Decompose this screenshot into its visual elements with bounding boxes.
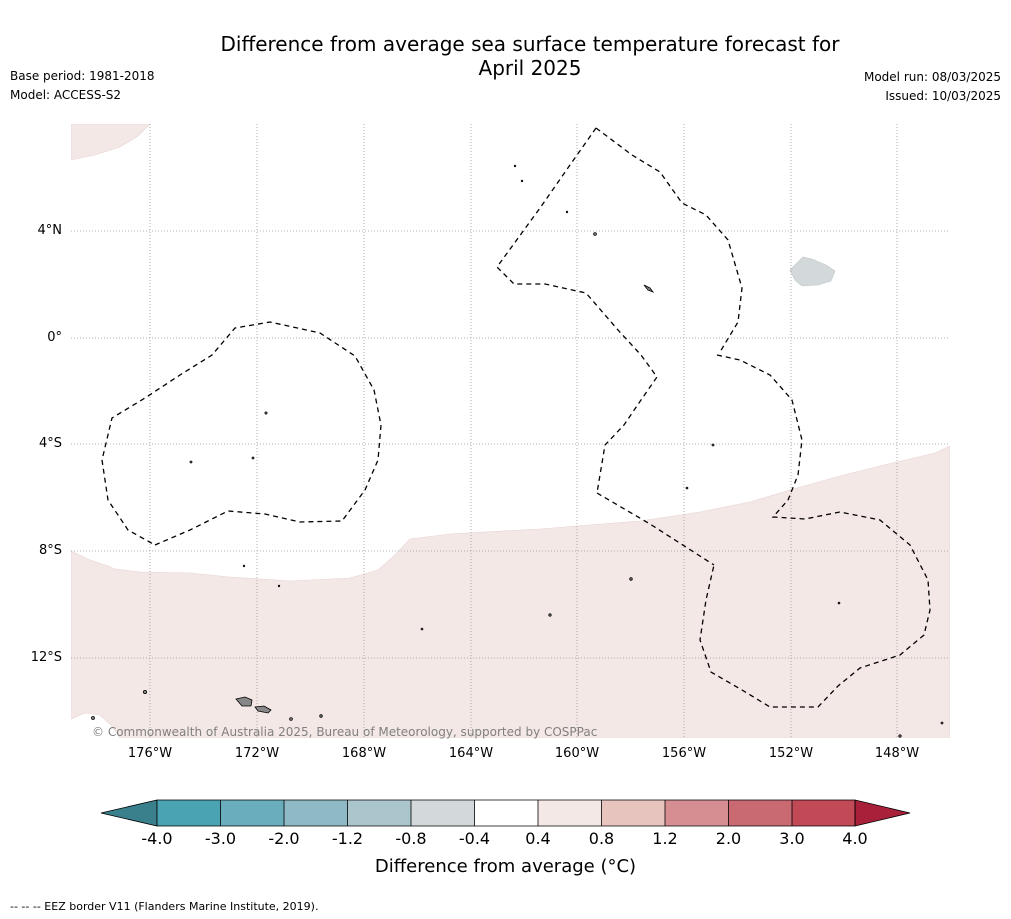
title-line-1: Difference from average sea surface temp… <box>220 32 840 56</box>
base-period: Base period: 1981-2018 <box>10 69 155 83</box>
lat-label-12s: 12°S <box>30 650 62 665</box>
colorbar-bin-10 <box>728 800 792 826</box>
lat-label-4n: 4°N <box>37 223 63 238</box>
eez-kiribati-line-islands-north <box>595 127 743 353</box>
colorbar-tick: 0.8 <box>588 829 615 848</box>
colorbar-bin-7 <box>538 800 602 826</box>
lon-label-156w: 156°W <box>661 746 707 761</box>
issued-date: Issued: 10/03/2025 <box>885 89 1001 103</box>
title-line-2: April 2025 <box>478 56 582 80</box>
model-name: Model: ACCESS-S2 <box>10 88 122 102</box>
eez-legend-note: -- -- -- EEZ border V11 (Flanders Marine… <box>10 900 319 913</box>
colorbar-tick: 2.0 <box>715 829 742 848</box>
lat-label-4s: 4°S <box>38 436 62 451</box>
colorbar-extend-low <box>100 799 158 827</box>
colorbar-tick: 4.0 <box>842 829 868 848</box>
lon-label-168w: 168°W <box>341 746 387 761</box>
colorbar-bin-6 <box>474 800 538 826</box>
warm-anomaly-region-northwest <box>71 124 151 161</box>
eez-kiribati-jarvis <box>496 127 658 494</box>
eez-tokelau-swains <box>101 321 382 546</box>
lat-label-0: 0° <box>47 330 62 345</box>
colorbar-tick: 3.0 <box>779 829 805 848</box>
islands <box>91 164 944 738</box>
colorbar-tick: 0.4 <box>525 829 551 848</box>
lon-label-152w: 152°W <box>768 746 814 761</box>
colorbar-bin-11 <box>792 800 855 826</box>
colorbar-tick: -4.0 <box>141 829 173 848</box>
colorbar-bin-9 <box>665 800 729 826</box>
colorbar-tick: 1.2 <box>652 829 678 848</box>
colorbar-tick: -2.0 <box>268 829 300 848</box>
map-area <box>71 124 950 738</box>
eez-french-polynesia <box>699 354 931 708</box>
colorbar-bin-1 <box>157 800 221 826</box>
cool-anomaly-patch <box>789 256 836 287</box>
colorbar-bin-2 <box>220 800 284 826</box>
colorbar-tick: -3.0 <box>204 829 237 848</box>
colorbar-bin-5 <box>411 800 475 826</box>
lon-label-176w: 176°W <box>127 746 173 761</box>
samoa-upolu <box>254 705 272 714</box>
eez-borders <box>101 127 931 708</box>
colorbar-bin-4 <box>347 800 411 826</box>
colorbar-title: Difference from average (°C) <box>374 856 637 877</box>
warm-anomaly-region-south <box>71 445 950 738</box>
lon-label-164w: 164°W <box>448 746 494 761</box>
colorbar-bin-8 <box>601 800 665 826</box>
graticule <box>71 124 950 738</box>
lon-label-160w: 160°W <box>554 746 600 761</box>
eez-cook-islands-border <box>596 492 715 566</box>
colorbar-tick: -1.2 <box>331 829 364 848</box>
colorbar-extend-high <box>854 799 911 827</box>
lon-label-172w: 172°W <box>234 746 280 761</box>
colorbar-tick: -0.4 <box>458 829 491 848</box>
colorbar-tick: -0.8 <box>395 829 427 848</box>
copyright-notice: © Commonwealth of Australia 2025, Bureau… <box>92 725 598 739</box>
model-run: Model run: 08/03/2025 <box>863 70 1001 84</box>
samoa-savaii <box>235 696 253 707</box>
lat-label-8s: 8°S <box>38 543 62 558</box>
colorbar-bin-3 <box>284 800 348 826</box>
colorbar <box>100 799 911 827</box>
lon-label-148w: 148°W <box>874 746 920 761</box>
